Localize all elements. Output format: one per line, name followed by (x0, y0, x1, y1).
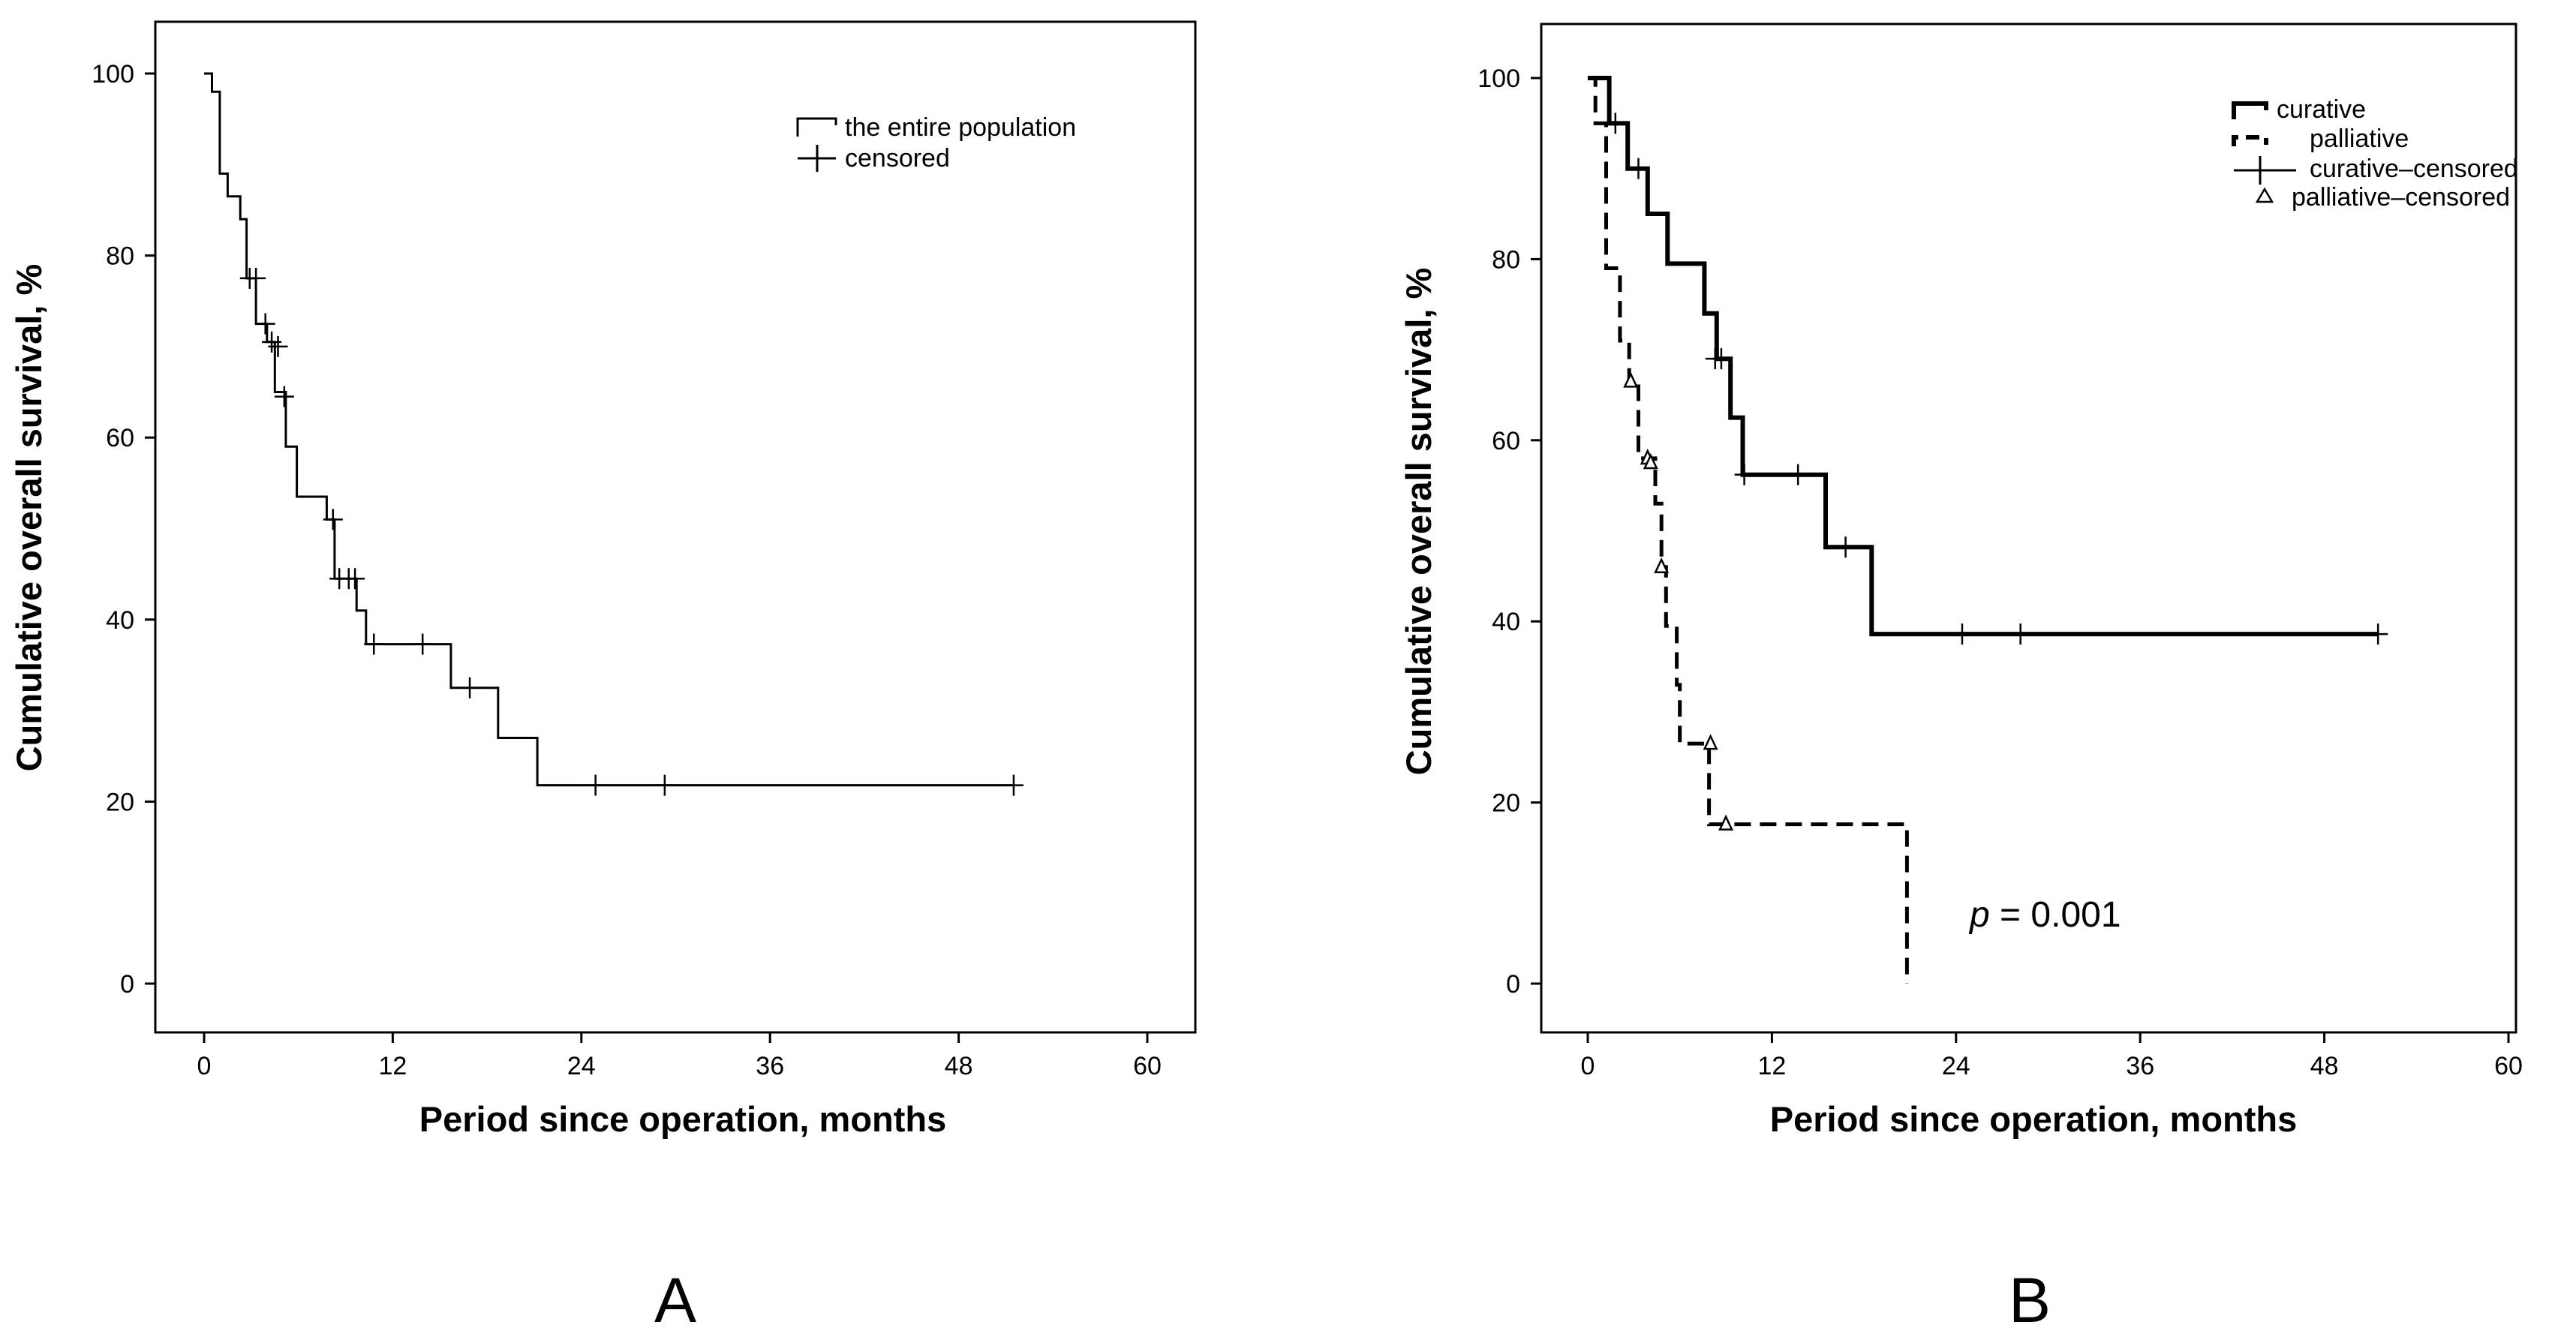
legend-a: the entire population censored (796, 113, 1076, 173)
x-tick-label-0: 0 (1581, 1052, 1595, 1080)
y-tick-label-40: 40 (1492, 608, 1520, 636)
x-tick-label-36: 36 (2126, 1052, 2154, 1080)
x-tick-label-12: 12 (378, 1052, 407, 1080)
y-tick-label-100: 100 (1477, 65, 1520, 93)
y-axis-title-b: Cumulative overall survival, % (1399, 268, 1438, 776)
censor-plus-the-entire-population-2 (255, 313, 275, 335)
censor-plus-curative-5 (1788, 464, 1808, 485)
censor-plus-the-entire-population-9 (345, 568, 365, 590)
censor-plus-curative-7 (1952, 623, 1972, 645)
x-tick-label-24: 24 (1942, 1052, 1970, 1080)
censor-plus-curative-9 (2368, 623, 2388, 645)
censor-plus-curative-4 (1734, 464, 1754, 485)
plot-frame-b (1540, 23, 2517, 1034)
y-axis-title-a: Cumulative overall survival, % (9, 264, 49, 772)
legend-label-censored: censored (845, 144, 950, 173)
panel-letter-a: A (654, 1265, 696, 1335)
survival-curve-palliative (1588, 76, 1909, 984)
censor-marks-b (1605, 113, 2388, 831)
y-tick-label-0: 0 (1506, 970, 1520, 999)
censor-triangle-palliative-5 (1718, 814, 1734, 831)
y-tick-label-20: 20 (1492, 789, 1520, 818)
legend-swatch-curative (2232, 101, 2268, 119)
legend-label-curative: curative (2277, 95, 2366, 124)
x-tick-label-48: 48 (945, 1052, 973, 1080)
censor-triangle-palliative-2 (1643, 453, 1658, 470)
y-tick-label-80: 80 (1492, 245, 1520, 274)
censor-plus-the-entire-population-14 (654, 774, 675, 796)
censor-plus-the-entire-population-1 (246, 267, 266, 289)
censor-plus-curative-1 (1628, 158, 1649, 179)
censor-plus-the-entire-population-6 (323, 509, 343, 530)
x-tick-label-36: 36 (756, 1052, 784, 1080)
axis-ticks-b: 0 12 24 36 48 60 0 20 40 60 80 100 (1477, 65, 2523, 1080)
panel-a: 0 12 24 36 48 60 0 20 40 60 80 100 Cumulative overa… (9, 20, 1197, 1335)
censor-plus-curative-0 (1605, 113, 1625, 134)
curves-b (1588, 76, 2379, 984)
x-tick-label-0: 0 (197, 1052, 212, 1080)
y-tick-label-20: 20 (106, 788, 134, 816)
legend-label-curative-censored: curative–censored (2310, 155, 2518, 183)
survival-curve-the-entire-population (204, 72, 1014, 787)
legend-swatch-population (796, 117, 837, 137)
y-tick-label-40: 40 (106, 606, 134, 635)
censor-triangle-palliative-4 (1703, 734, 1718, 750)
y-tick-label-0: 0 (120, 970, 134, 999)
censor-plus-the-entire-population-15 (1003, 774, 1023, 796)
censor-plus-curative-6 (1835, 536, 1856, 558)
x-tick-label-24: 24 (567, 1052, 596, 1080)
survival-curve-curative (1588, 76, 2379, 637)
y-tick-label-100: 100 (92, 60, 134, 89)
censor-plus-curative-3 (1711, 348, 1731, 370)
y-tick-label-80: 80 (106, 242, 134, 271)
x-axis-title-a: Period since operation, months (419, 1099, 947, 1139)
censor-plus-the-entire-population-11 (413, 633, 433, 655)
p-value-symbol: p (1968, 895, 1990, 935)
legend-swatch-palliative (2232, 135, 2268, 146)
legend-label-palliative-censored: palliative–censored (2292, 183, 2510, 212)
censor-plus-the-entire-population-12 (460, 677, 480, 699)
censor-plus-the-entire-population-5 (274, 386, 294, 407)
y-tick-label-60: 60 (1492, 427, 1520, 455)
panel-b: 0 12 24 36 48 60 0 20 40 60 80 100 Cumulative overa… (1399, 23, 2523, 1335)
x-tick-label-12: 12 (1757, 1052, 1786, 1080)
censor-triangle-palliative-3 (1654, 557, 1670, 574)
x-tick-label-60: 60 (1133, 1052, 1162, 1080)
censor-plus-the-entire-population-13 (585, 774, 606, 796)
legend-label-palliative: palliative (2310, 125, 2409, 153)
legend-b: curative palliative curative–censored pa… (2232, 95, 2518, 212)
censor-triangle-palliative-0 (1623, 371, 1639, 388)
censor-plus-the-entire-population-4 (268, 335, 288, 357)
p-value-annotation: p = 0.001 (1968, 895, 2121, 935)
x-axis-title-b: Period since operation, months (1770, 1099, 2298, 1139)
x-tick-label-48: 48 (2310, 1052, 2339, 1080)
axis-ticks-a: 0 12 24 36 48 60 0 20 40 60 80 100 (92, 60, 1162, 1080)
panel-letter-b: B (2009, 1265, 2051, 1335)
x-tick-label-60: 60 (2494, 1052, 2523, 1080)
legend-label-population: the entire population (845, 113, 1076, 142)
curves-a (204, 72, 1014, 787)
p-value-text: = 0.001 (1990, 895, 2121, 935)
censor-plus-curative-8 (2010, 623, 2030, 645)
plot-frame-a (154, 20, 1197, 1034)
y-tick-label-60: 60 (106, 424, 134, 452)
censor-marks-a (239, 267, 1023, 796)
legend-swatch-palliative-censored (2255, 187, 2274, 203)
censor-plus-the-entire-population-10 (364, 633, 384, 655)
